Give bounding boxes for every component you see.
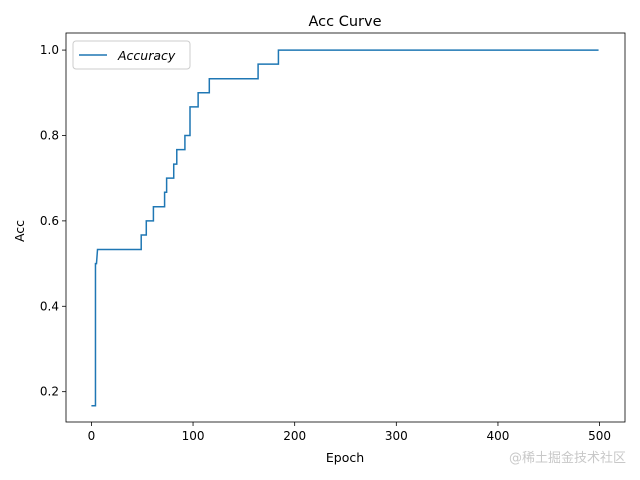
legend-box [72, 40, 191, 70]
series-line-1 [91, 49, 599, 407]
y-tick-label: 0.2 [40, 385, 59, 399]
plot-area: 0 100 200 300 400 500 0.2 0.4 0.6 0.8 1.0 Accuracy [40, 32, 626, 443]
x-tick-label: 500 [588, 429, 611, 443]
y-tick-label: 1.0 [40, 43, 59, 57]
y-tick-label: 0.6 [40, 214, 59, 228]
legend-label: Accuracy [117, 48, 176, 63]
x-tick-label: 400 [487, 429, 510, 443]
y-tick-label: 0.8 [40, 128, 59, 142]
x-tick-label: 200 [283, 429, 306, 443]
y-axis-label: Acc [12, 220, 27, 242]
axes-frame [65, 32, 626, 423]
y-tick-label: 0.4 [40, 299, 59, 313]
x-tick-label: 300 [385, 429, 408, 443]
watermark-text: @稀土掘金技术社区 [508, 451, 626, 466]
chart-title: Acc Curve [309, 14, 382, 30]
x-tick-label: 0 [88, 429, 96, 443]
x-tick-label: 100 [182, 429, 205, 443]
x-axis-label: Epoch [326, 450, 364, 465]
